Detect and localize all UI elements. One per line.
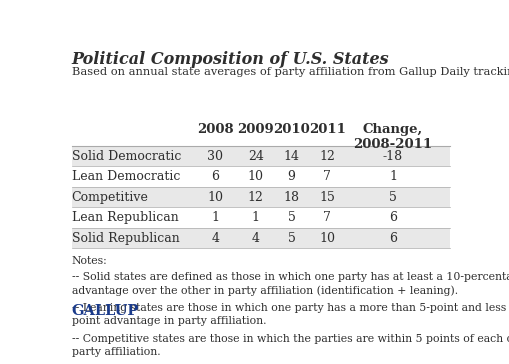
Text: Solid Democratic: Solid Democratic xyxy=(71,150,181,163)
Text: 1: 1 xyxy=(212,211,219,224)
Text: 30: 30 xyxy=(208,150,223,163)
Text: 10: 10 xyxy=(248,170,264,183)
Text: 4: 4 xyxy=(252,232,260,245)
Text: 14: 14 xyxy=(284,150,300,163)
Text: 2009: 2009 xyxy=(237,123,274,136)
Text: 18: 18 xyxy=(284,191,300,203)
Text: 10: 10 xyxy=(319,232,335,245)
Text: 2011: 2011 xyxy=(308,123,346,136)
Text: 4: 4 xyxy=(212,232,219,245)
Text: -18: -18 xyxy=(383,150,403,163)
Text: 2010: 2010 xyxy=(273,123,310,136)
Text: 12: 12 xyxy=(248,191,264,203)
Text: -- Leaning states are those in which one party has a more than 5-point and less : -- Leaning states are those in which one… xyxy=(71,303,509,327)
Text: GALLUP: GALLUP xyxy=(71,304,139,318)
Text: 6: 6 xyxy=(389,232,397,245)
Bar xyxy=(71,207,450,228)
Text: Lean Republican: Lean Republican xyxy=(71,211,178,224)
Text: 7: 7 xyxy=(323,170,331,183)
Text: -- Solid states are defined as those in which one party has at least a 10-percen: -- Solid states are defined as those in … xyxy=(71,272,509,296)
Bar xyxy=(71,228,450,248)
Text: 12: 12 xyxy=(319,150,335,163)
Text: Solid Republican: Solid Republican xyxy=(71,232,179,245)
Text: Change,
2008-2011: Change, 2008-2011 xyxy=(353,123,433,151)
Text: Lean Democratic: Lean Democratic xyxy=(71,170,180,183)
Text: Based on annual state averages of party affiliation from Gallup Daily tracking: Based on annual state averages of party … xyxy=(71,67,509,77)
Text: 5: 5 xyxy=(288,211,296,224)
Bar xyxy=(71,146,450,166)
Text: 15: 15 xyxy=(319,191,335,203)
Text: 1: 1 xyxy=(252,211,260,224)
Text: 7: 7 xyxy=(323,211,331,224)
Text: 6: 6 xyxy=(212,170,219,183)
Text: Notes:: Notes: xyxy=(71,256,107,266)
Text: -- Competitive states are those in which the parties are within 5 points of each: -- Competitive states are those in which… xyxy=(71,334,509,357)
Text: 5: 5 xyxy=(389,191,397,203)
Bar xyxy=(71,166,450,187)
Text: 5: 5 xyxy=(288,232,296,245)
Text: Competitive: Competitive xyxy=(71,191,149,203)
Text: 9: 9 xyxy=(288,170,296,183)
Text: Political Composition of U.S. States: Political Composition of U.S. States xyxy=(71,51,389,68)
Bar xyxy=(71,187,450,207)
Text: 2008: 2008 xyxy=(197,123,234,136)
Text: 6: 6 xyxy=(389,211,397,224)
Text: 1: 1 xyxy=(389,170,397,183)
Text: 24: 24 xyxy=(248,150,264,163)
Text: 10: 10 xyxy=(208,191,223,203)
